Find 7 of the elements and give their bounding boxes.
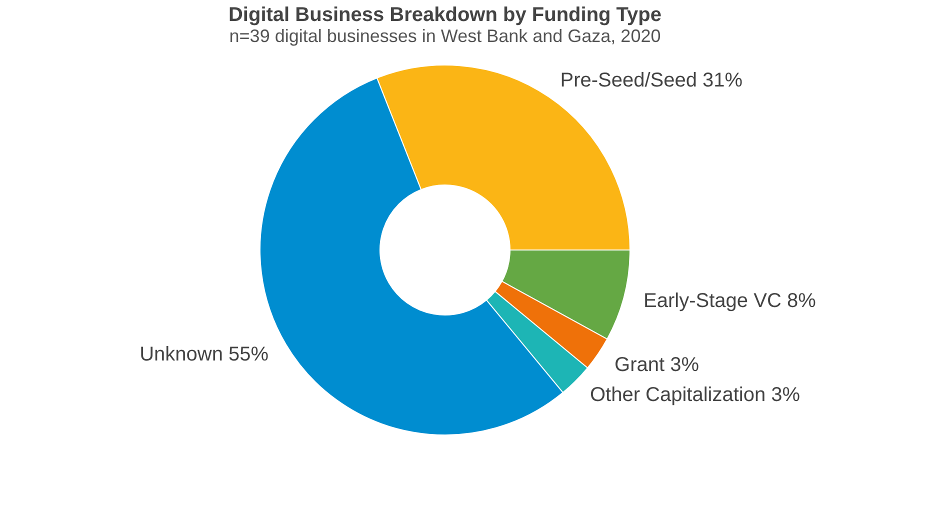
slice-label: Grant 3% (614, 354, 700, 376)
slice-label: Unknown 55% (140, 343, 269, 366)
chart-title: Digital Business Breakdown by Funding Type (228, 4, 662, 26)
chart-subtitle: n=39 digital businesses in West Bank and Gaza, 2020 (229, 26, 661, 46)
slice-label: Early-Stage VC 8% (644, 290, 816, 312)
slice-label: Pre-Seed/Seed 31% (560, 69, 743, 92)
slice-label: Other Capitalization 3% (590, 384, 800, 406)
